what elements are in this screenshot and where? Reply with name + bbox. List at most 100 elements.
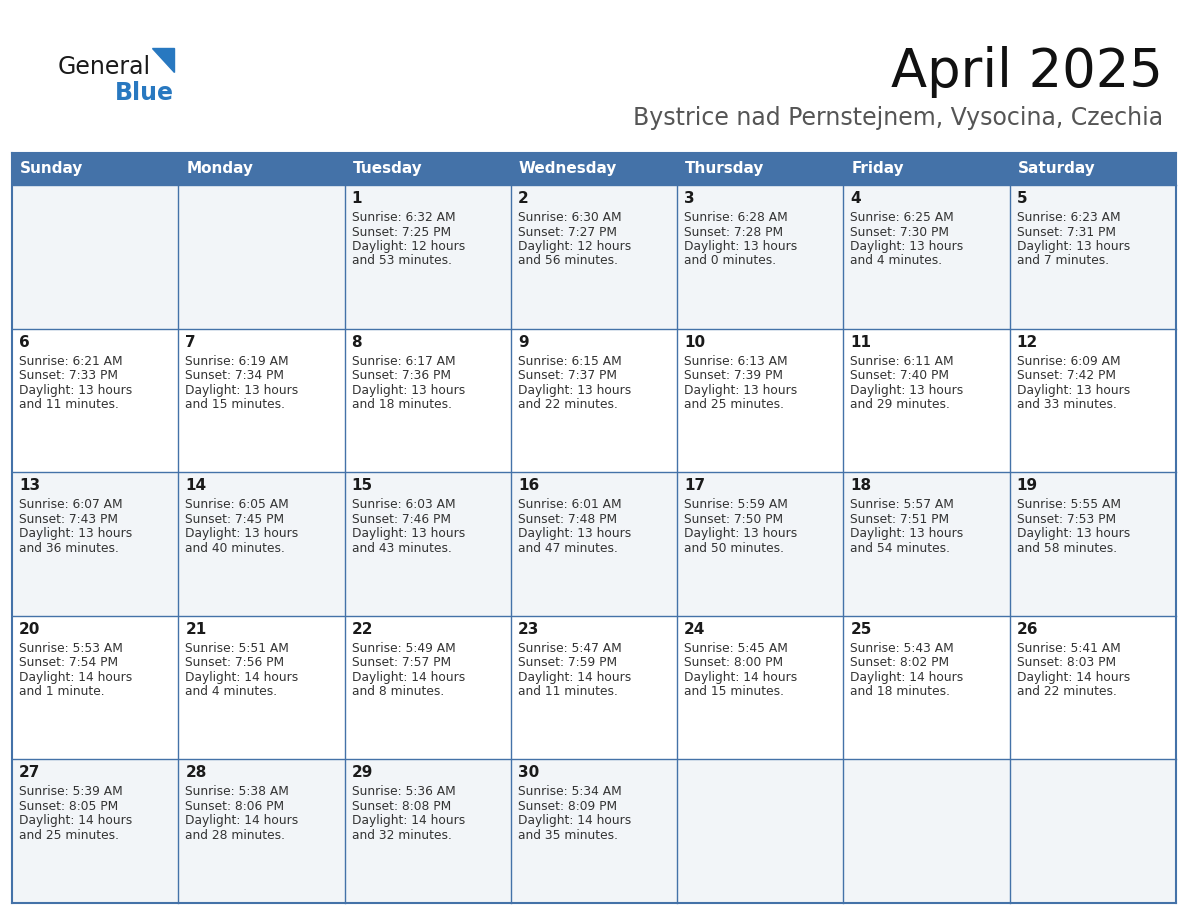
Text: 20: 20 (19, 621, 40, 637)
Text: 17: 17 (684, 478, 706, 493)
Text: April 2025: April 2025 (891, 46, 1163, 98)
Text: Daylight: 13 hours: Daylight: 13 hours (185, 527, 298, 540)
Text: Sunrise: 5:57 AM: Sunrise: 5:57 AM (851, 498, 954, 511)
Text: Sunset: 7:46 PM: Sunset: 7:46 PM (352, 512, 450, 526)
Text: 11: 11 (851, 334, 872, 350)
Text: Daylight: 14 hours: Daylight: 14 hours (185, 814, 298, 827)
Bar (12, 185, 178, 329)
Text: Daylight: 14 hours: Daylight: 14 hours (1017, 671, 1130, 684)
Bar (178, 616, 345, 759)
Bar (178, 329, 345, 472)
Text: Sunrise: 6:15 AM: Sunrise: 6:15 AM (518, 354, 621, 367)
Text: and 53 minutes.: and 53 minutes. (352, 254, 451, 267)
Text: and 29 minutes.: and 29 minutes. (851, 398, 950, 411)
Text: Daylight: 14 hours: Daylight: 14 hours (19, 671, 132, 684)
Bar (12, 759, 178, 903)
Text: Sunrise: 6:09 AM: Sunrise: 6:09 AM (1017, 354, 1120, 367)
Bar (511, 616, 677, 759)
Text: Monday: Monday (187, 162, 253, 176)
Text: and 15 minutes.: and 15 minutes. (684, 686, 784, 699)
Bar (677, 153, 843, 185)
Text: Sunset: 7:56 PM: Sunset: 7:56 PM (185, 656, 284, 669)
Text: and 4 minutes.: and 4 minutes. (185, 686, 278, 699)
Bar (677, 759, 843, 903)
Text: Sunrise: 6:30 AM: Sunrise: 6:30 AM (518, 211, 621, 224)
Text: Sunrise: 6:28 AM: Sunrise: 6:28 AM (684, 211, 788, 224)
Text: Daylight: 13 hours: Daylight: 13 hours (684, 240, 797, 253)
Bar (511, 759, 677, 903)
Text: and 8 minutes.: and 8 minutes. (352, 686, 444, 699)
Text: Sunrise: 6:07 AM: Sunrise: 6:07 AM (19, 498, 122, 511)
Text: Sunset: 7:43 PM: Sunset: 7:43 PM (19, 512, 118, 526)
Text: Sunset: 7:37 PM: Sunset: 7:37 PM (518, 369, 617, 382)
Bar (345, 329, 511, 472)
Text: 1: 1 (352, 191, 362, 206)
Text: and 25 minutes.: and 25 minutes. (19, 829, 119, 842)
Text: Wednesday: Wednesday (519, 162, 618, 176)
Text: 30: 30 (518, 766, 539, 780)
Text: Daylight: 13 hours: Daylight: 13 hours (19, 527, 132, 540)
Text: Daylight: 14 hours: Daylight: 14 hours (352, 671, 465, 684)
Text: Sunset: 8:02 PM: Sunset: 8:02 PM (851, 656, 949, 669)
Text: Daylight: 13 hours: Daylight: 13 hours (851, 527, 963, 540)
Text: Sunset: 7:50 PM: Sunset: 7:50 PM (684, 512, 783, 526)
Text: Daylight: 13 hours: Daylight: 13 hours (518, 527, 631, 540)
Text: Sunset: 7:25 PM: Sunset: 7:25 PM (352, 226, 450, 239)
Bar (843, 153, 1010, 185)
Bar (178, 759, 345, 903)
Bar (1010, 329, 1176, 472)
Text: 10: 10 (684, 334, 706, 350)
Text: Friday: Friday (852, 162, 904, 176)
Text: 19: 19 (1017, 478, 1038, 493)
Bar (511, 185, 677, 329)
Text: and 32 minutes.: and 32 minutes. (352, 829, 451, 842)
Text: Sunset: 7:31 PM: Sunset: 7:31 PM (1017, 226, 1116, 239)
Bar (1010, 759, 1176, 903)
Text: and 35 minutes.: and 35 minutes. (518, 829, 618, 842)
Text: Daylight: 14 hours: Daylight: 14 hours (352, 814, 465, 827)
Text: and 25 minutes.: and 25 minutes. (684, 398, 784, 411)
Text: 6: 6 (19, 334, 30, 350)
Text: Sunrise: 5:41 AM: Sunrise: 5:41 AM (1017, 642, 1120, 655)
Text: Daylight: 13 hours: Daylight: 13 hours (185, 384, 298, 397)
Text: and 11 minutes.: and 11 minutes. (19, 398, 119, 411)
Text: Sunset: 7:45 PM: Sunset: 7:45 PM (185, 512, 284, 526)
Text: Sunset: 7:36 PM: Sunset: 7:36 PM (352, 369, 450, 382)
Text: 8: 8 (352, 334, 362, 350)
Bar (345, 616, 511, 759)
Text: Sunset: 7:27 PM: Sunset: 7:27 PM (518, 226, 617, 239)
Text: Sunset: 8:06 PM: Sunset: 8:06 PM (185, 800, 284, 813)
Text: 28: 28 (185, 766, 207, 780)
Bar (843, 329, 1010, 472)
Bar (511, 329, 677, 472)
Text: and 18 minutes.: and 18 minutes. (851, 686, 950, 699)
Text: Daylight: 13 hours: Daylight: 13 hours (1017, 527, 1130, 540)
Bar (345, 472, 511, 616)
Text: Sunrise: 5:43 AM: Sunrise: 5:43 AM (851, 642, 954, 655)
Text: Sunset: 7:33 PM: Sunset: 7:33 PM (19, 369, 118, 382)
Text: Daylight: 14 hours: Daylight: 14 hours (851, 671, 963, 684)
Bar (1010, 153, 1176, 185)
Text: Daylight: 14 hours: Daylight: 14 hours (684, 671, 797, 684)
Text: and 4 minutes.: and 4 minutes. (851, 254, 942, 267)
Text: Daylight: 14 hours: Daylight: 14 hours (518, 814, 631, 827)
Text: Sunrise: 5:55 AM: Sunrise: 5:55 AM (1017, 498, 1120, 511)
Text: 29: 29 (352, 766, 373, 780)
Text: 21: 21 (185, 621, 207, 637)
Text: General: General (58, 55, 151, 79)
Text: Daylight: 14 hours: Daylight: 14 hours (518, 671, 631, 684)
Bar (1010, 616, 1176, 759)
Text: and 58 minutes.: and 58 minutes. (1017, 542, 1117, 554)
Text: 14: 14 (185, 478, 207, 493)
Text: Sunrise: 6:19 AM: Sunrise: 6:19 AM (185, 354, 289, 367)
Text: Daylight: 13 hours: Daylight: 13 hours (1017, 384, 1130, 397)
Text: Daylight: 12 hours: Daylight: 12 hours (352, 240, 465, 253)
Text: 23: 23 (518, 621, 539, 637)
Text: Sunrise: 6:01 AM: Sunrise: 6:01 AM (518, 498, 621, 511)
Text: and 0 minutes.: and 0 minutes. (684, 254, 776, 267)
Text: Sunday: Sunday (20, 162, 83, 176)
Text: Sunrise: 6:11 AM: Sunrise: 6:11 AM (851, 354, 954, 367)
Text: Sunrise: 5:34 AM: Sunrise: 5:34 AM (518, 786, 621, 799)
Bar (677, 472, 843, 616)
Text: Sunset: 7:53 PM: Sunset: 7:53 PM (1017, 512, 1116, 526)
